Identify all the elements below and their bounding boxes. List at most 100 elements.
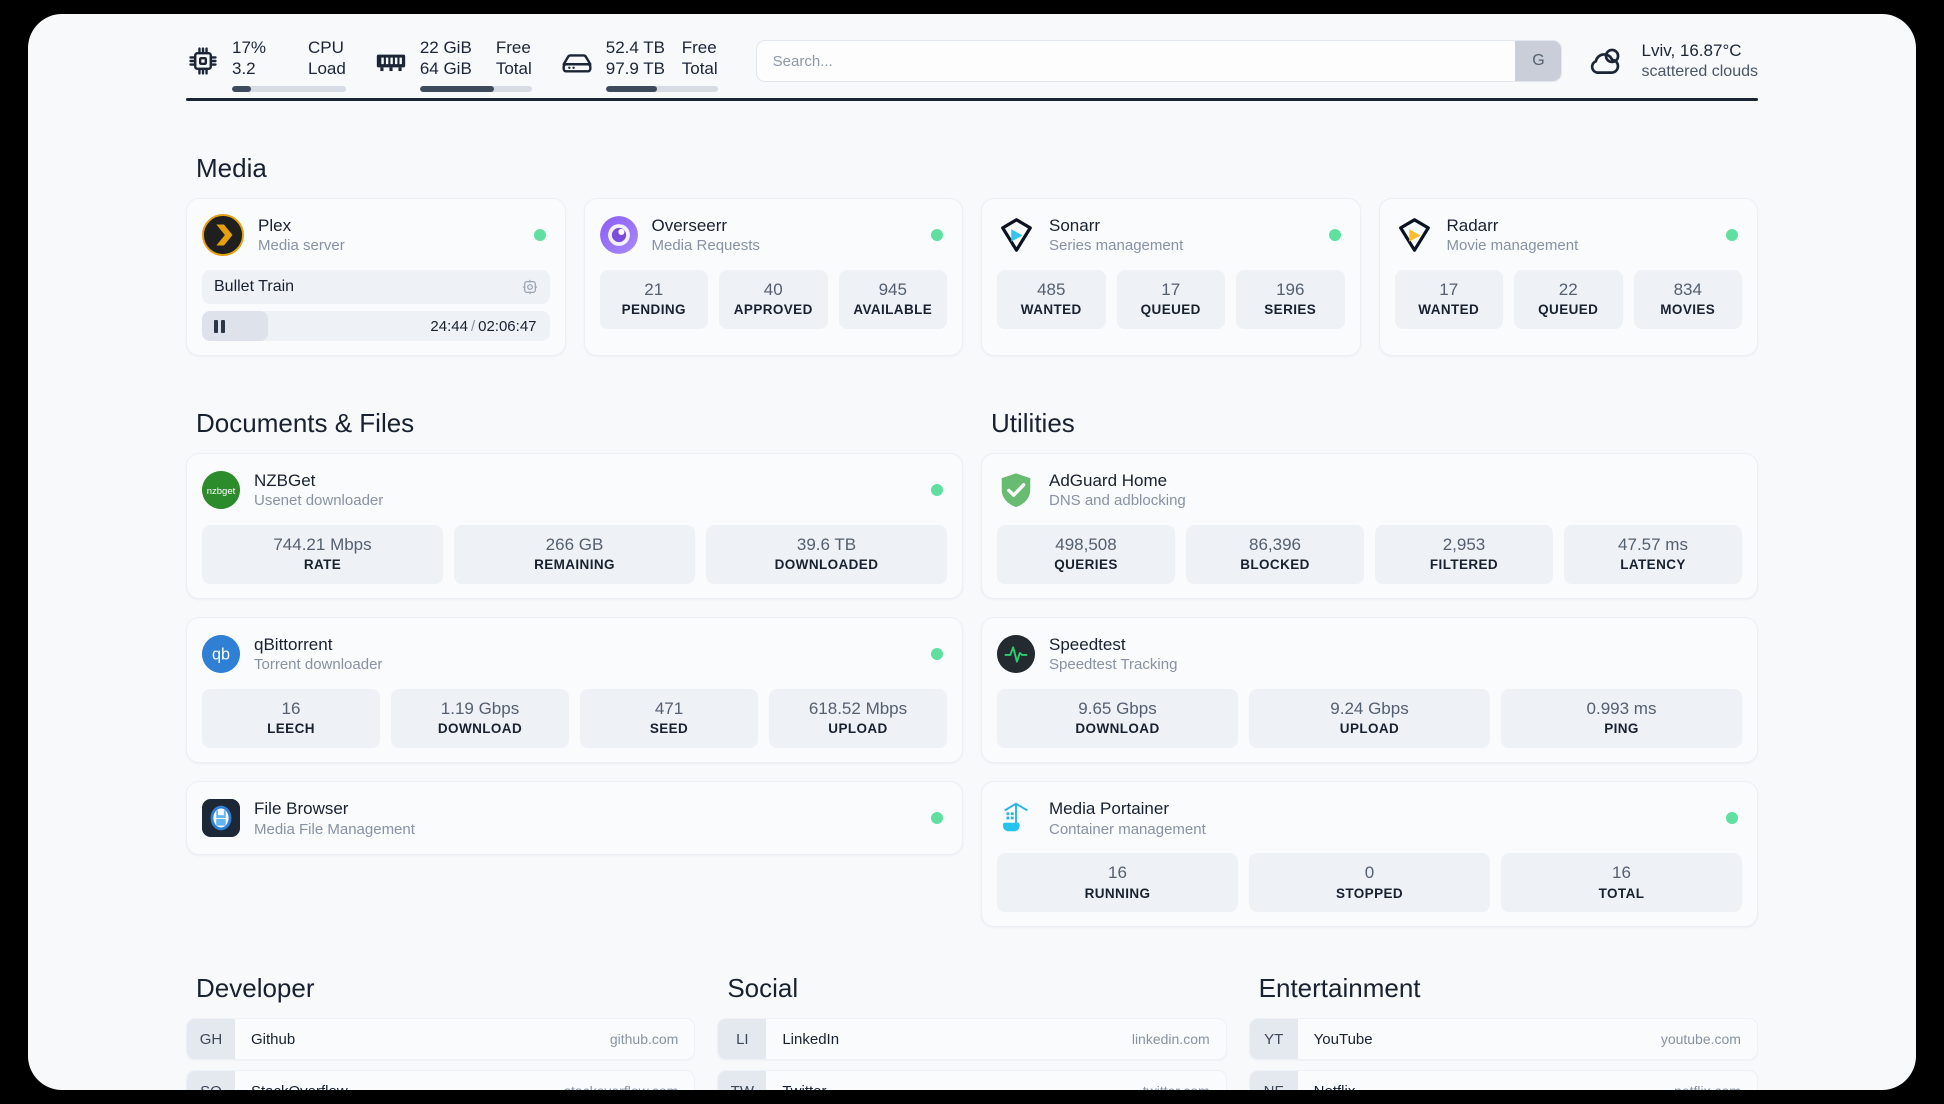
- cpu-stat-group: 17% 3.2 CPU Load: [186, 37, 346, 93]
- bookmark-name: LinkedIn: [782, 1030, 840, 1048]
- stat-value: 618.52 Mbps: [808, 699, 908, 719]
- pause-icon[interactable]: [214, 319, 225, 333]
- bookmark-url: github.com: [609, 1031, 679, 1048]
- cpu-label-bottom: Load: [308, 58, 346, 78]
- plex-progress-bar[interactable]: 24:44/02:06:47: [202, 311, 550, 341]
- stat-chip: 498,508 QUERIES: [997, 525, 1175, 585]
- stat-value: 17: [1161, 280, 1181, 299]
- bookmark-group-title: Social: [727, 973, 799, 1004]
- speedtest-subtitle: Speedtest Tracking: [1049, 656, 1178, 674]
- cpu-label-top: CPU: [308, 37, 344, 57]
- disk-label-bottom: Total: [681, 58, 718, 78]
- plex-progress-fill: [202, 311, 269, 341]
- overseerr-stats: 21 PENDING 40 APPROVED 945 AVAILABLE: [599, 270, 947, 330]
- stat-chip: 16 RUNNING: [997, 853, 1238, 913]
- qbittorrent-stats: 16 LEECH 1.19 Gbps DOWNLOAD 471 SEED 6: [202, 689, 947, 749]
- service-card-adguard[interactable]: AdGuard Home DNS and adblocking 498,508 …: [981, 453, 1758, 600]
- portainer-subtitle: Container management: [1049, 820, 1206, 838]
- disk-total-value: 97.9 TB: [605, 58, 665, 78]
- radarr-name: Radarr: [1446, 215, 1499, 235]
- speedtest-stats: 9.65 Gbps DOWNLOAD 9.24 Gbps UPLOAD 0.99…: [997, 689, 1742, 749]
- bookmark-name: Twitter: [766, 1071, 1142, 1090]
- gear-icon[interactable]: [522, 279, 538, 295]
- section-title-documents: Documents & Files: [196, 408, 415, 438]
- radarr-icon: [1395, 216, 1433, 254]
- stat-value: 498,508: [1055, 535, 1117, 554]
- radarr-status-dot: [1726, 229, 1738, 241]
- stat-value: 9.24 Gbps: [1330, 699, 1409, 719]
- disk-free-value: 52.4 TB: [605, 37, 665, 57]
- weather-widget[interactable]: Lviv, 16.87°C scattered clouds: [1586, 40, 1758, 83]
- bookmark-abbr: NF: [1249, 1071, 1298, 1090]
- plex-now-playing-title: Bullet Train: [214, 278, 295, 295]
- stat-chip: 22 QUEUED: [1514, 270, 1623, 330]
- bookmark-group-title: Developer: [196, 973, 315, 1004]
- overseerr-icon: [599, 216, 638, 254]
- bookmark-abbr: TW: [718, 1071, 767, 1090]
- plex-time-separator: /: [470, 317, 476, 335]
- stat-chip: 196 SERIES: [1236, 270, 1345, 330]
- section-title-media: Media: [196, 153, 267, 183]
- weather-location: Lviv, 16.87°C: [1641, 40, 1742, 60]
- bookmark-group-title: Entertainment: [1258, 973, 1421, 1004]
- service-card-speedtest[interactable]: Speedtest Speedtest Tracking 9.65 Gbps D…: [981, 617, 1758, 764]
- search-engine-button[interactable]: G: [1515, 41, 1562, 81]
- cpu-icon: [186, 44, 220, 78]
- stat-label: MOVIES: [1660, 302, 1716, 318]
- stat-value: 834: [1673, 280, 1702, 299]
- stat-label: APPROVED: [733, 302, 813, 318]
- stat-value: 16: [1612, 863, 1631, 883]
- speedtest-name: Speedtest: [1049, 634, 1126, 654]
- stat-label: QUEUED: [1538, 302, 1599, 318]
- memory-total-value: 64 GiB: [419, 58, 472, 78]
- weather-description: scattered clouds: [1641, 62, 1758, 80]
- filebrowser-status-dot: [931, 812, 943, 825]
- bookmark-abbr: SO: [187, 1071, 235, 1090]
- nzbget-subtitle: Usenet downloader: [254, 492, 384, 510]
- stat-value: 16: [281, 699, 301, 719]
- media-section: Plex Media server Bullet Train: [186, 198, 1758, 356]
- stat-value: 40: [763, 280, 783, 299]
- stat-chip: 471 SEED: [580, 689, 758, 749]
- bookmark-item[interactable]: YT YouTube youtube.com: [1248, 1018, 1758, 1061]
- bookmark-group-entertainment: Entertainment YT YouTube youtube.com NF …: [1248, 973, 1758, 1090]
- search-bar[interactable]: G: [755, 40, 1563, 82]
- filebrowser-name: File Browser: [254, 798, 349, 818]
- stat-label: WANTED: [1020, 302, 1082, 318]
- stat-chip: 834 MOVIES: [1633, 270, 1742, 330]
- bookmark-abbr: LI: [718, 1019, 767, 1060]
- stat-label: BLOCKED: [1240, 557, 1310, 573]
- bookmark-item[interactable]: GH Github github.com: [186, 1018, 696, 1061]
- stat-chip: 9.24 Gbps UPLOAD: [1249, 689, 1490, 749]
- service-card-portainer[interactable]: Media Portainer Container management 16 …: [981, 781, 1758, 928]
- qbittorrent-name: qBittorrent: [254, 634, 333, 654]
- nzbget-name: NZBGet: [254, 470, 316, 490]
- bookmark-item[interactable]: SO StackOverflow stackoverflow.com: [186, 1070, 696, 1090]
- service-card-plex[interactable]: Plex Media server Bullet Train: [186, 198, 566, 356]
- bookmark-item[interactable]: NF Netflix netflix.com: [1248, 1070, 1758, 1090]
- bookmark-url: linkedin.com: [1131, 1031, 1210, 1048]
- service-card-nzbget[interactable]: nzbget NZBGet Usenet downloader 744.21 M…: [186, 453, 963, 600]
- stat-value: 0.993 ms: [1586, 699, 1657, 719]
- bookmarks-section: Developer GH Github github.com SO StackO…: [186, 973, 1758, 1090]
- adguard-name: AdGuard Home: [1049, 470, 1168, 490]
- svg-text:nzbget: nzbget: [207, 486, 236, 497]
- service-card-overseerr[interactable]: Overseerr Media Requests 21 PENDING 40 A…: [583, 198, 963, 356]
- qbittorrent-subtitle: Torrent downloader: [254, 656, 383, 674]
- portainer-icon: [997, 799, 1035, 837]
- stat-chip: 485 WANTED: [997, 270, 1106, 330]
- service-card-sonarr[interactable]: Sonarr Series management 485 WANTED 17 Q…: [981, 198, 1361, 356]
- overseerr-status-dot: [931, 229, 943, 241]
- stat-chip: 2,953 FILTERED: [1375, 525, 1553, 585]
- bookmark-item[interactable]: LI LinkedIn linkedin.com: [717, 1018, 1227, 1061]
- stat-chip: 945 AVAILABLE: [838, 270, 947, 330]
- bookmark-item[interactable]: TW Twitter twitter.com: [717, 1070, 1227, 1090]
- qbittorrent-icon: qb: [202, 635, 240, 674]
- search-input[interactable]: [756, 41, 1516, 81]
- service-card-radarr[interactable]: Radarr Movie management 17 WANTED 22 QUE…: [1378, 198, 1758, 356]
- service-card-filebrowser[interactable]: File Browser Media File Management: [186, 781, 963, 856]
- stat-label: AVAILABLE: [853, 302, 933, 318]
- service-card-qbittorrent[interactable]: qb qBittorrent Torrent downloader 16 LEE…: [186, 617, 963, 764]
- overseerr-name: Overseerr: [651, 215, 728, 235]
- stat-label: QUEUED: [1140, 302, 1201, 318]
